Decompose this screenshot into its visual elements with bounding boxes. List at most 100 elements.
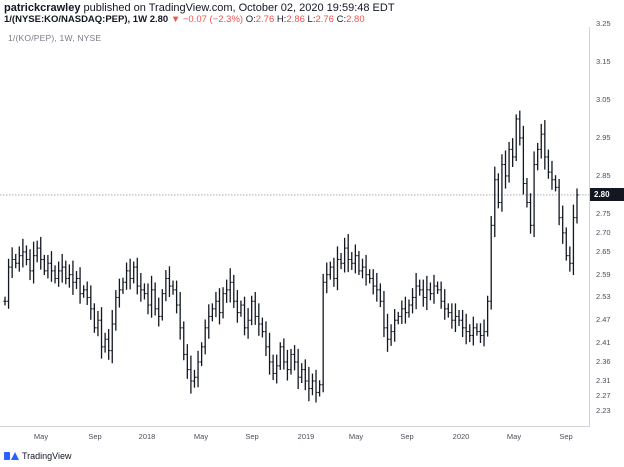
ohlc-bar <box>528 193 533 234</box>
series-legend: 1/(KO/PEP), 1W, NYSE <box>8 33 102 43</box>
price-axis[interactable] <box>589 27 624 427</box>
ohlc-bar <box>318 380 322 397</box>
y-tick-label: 2.47 <box>596 315 611 325</box>
close-value: 2.80 <box>346 14 365 25</box>
ohlc-bar <box>568 246 572 272</box>
ohlc-bar <box>403 296 407 324</box>
ohlc-bar <box>553 175 558 192</box>
ohlc-bar <box>149 275 154 318</box>
ohlc-bar <box>346 234 350 273</box>
ohlc-bar <box>561 205 565 244</box>
ohlc-bar <box>432 274 436 304</box>
ohlc-bar <box>121 277 125 294</box>
ohlc-bar <box>300 363 304 384</box>
ohlc-bar <box>550 160 554 190</box>
ohlc-bar <box>478 323 483 343</box>
ohlc-bar <box>464 313 468 345</box>
ohlc-bar <box>257 303 261 336</box>
ohlc-bar <box>96 310 100 337</box>
ohlc-bar <box>175 280 179 314</box>
ohlc-bar <box>189 355 193 394</box>
brand-name[interactable]: TradingView <box>22 451 72 461</box>
ohlc-bar <box>278 342 282 370</box>
ohlc-bar <box>35 240 39 263</box>
author-name[interactable]: patrickcrawley <box>4 2 81 14</box>
ohlc-bar <box>182 321 186 361</box>
y-tick-label: 2.85 <box>596 170 611 180</box>
ohlc-bar <box>192 369 197 388</box>
ohlc-bar <box>221 287 225 319</box>
quote-line: 1/(NYSE:KO/NASDAQ:PEP), 1W 2.80 ▼ −0.07 … <box>4 14 365 26</box>
ohlc-bar <box>275 354 279 384</box>
ohlc-bar <box>64 260 68 285</box>
ohlc-bar <box>371 269 375 295</box>
x-tick-label: 2019 <box>297 432 315 441</box>
ohlc-bar <box>57 261 61 287</box>
ohlc-bar <box>496 173 500 209</box>
y-tick-label: 2.59 <box>596 269 611 279</box>
ohlc-bar <box>503 150 508 189</box>
ohlc-bar <box>146 283 150 315</box>
ohlc-bar <box>210 303 214 322</box>
ohlc-bar <box>536 142 540 171</box>
ohlc-bar <box>507 141 511 183</box>
ohlc-bar <box>78 267 82 304</box>
ohlc-bar <box>493 166 497 238</box>
ohlc-bar <box>164 270 168 302</box>
ohlc-bar <box>296 348 300 389</box>
ohlc-bar <box>428 282 433 301</box>
ohlc-bar <box>410 288 415 314</box>
symbol-label[interactable]: 1/(NYSE:KO/NASDAQ:PEP), 1W <box>4 14 148 25</box>
tradingview-logo-icon[interactable] <box>3 450 19 462</box>
x-tick-label: Sep <box>245 432 259 441</box>
ohlc-bar <box>3 296 7 306</box>
ohlc-bar <box>564 227 568 261</box>
ohlc-bar <box>292 345 297 371</box>
ohlc-bar <box>117 278 121 308</box>
x-tick-label: May <box>193 432 209 441</box>
ohlc-bar <box>239 300 243 317</box>
ohlc-bar <box>500 154 504 212</box>
ohlc-bar <box>214 291 218 318</box>
y-tick-label: 2.70 <box>596 227 611 237</box>
ohlc-bar <box>303 359 307 391</box>
ohlc-bar <box>385 313 390 352</box>
ohlc-bar <box>89 285 93 320</box>
ohlc-bar <box>325 262 329 294</box>
ohlc-bar <box>543 120 547 170</box>
ohlc-bar <box>400 300 404 324</box>
ohlc-bar <box>267 332 272 375</box>
ohlc-bar <box>200 342 204 367</box>
ohlc-bar <box>471 316 475 346</box>
ohlc-bar <box>14 253 18 269</box>
x-tick-label: Sep <box>559 432 573 441</box>
ohlc-bar <box>443 289 447 320</box>
open-value: 2.76 <box>255 14 275 25</box>
low-value: 2.76 <box>315 14 334 25</box>
x-tick-label: 2018 <box>138 432 156 441</box>
chart-pane[interactable] <box>0 27 589 427</box>
ohlc-bar <box>242 296 247 336</box>
ohlc-bar <box>67 264 71 288</box>
ohlc-bar <box>521 125 525 195</box>
y-tick-label: 3.25 <box>596 19 611 29</box>
ohlc-bar <box>407 299 411 318</box>
ohlc-bar <box>103 332 107 353</box>
ohlc-bar <box>285 349 290 381</box>
ohlc-bar <box>546 149 550 179</box>
ohlc-bar <box>42 254 46 275</box>
ohlc-bar <box>421 279 425 307</box>
ohlc-bar <box>235 290 239 323</box>
y-tick-label: 3.05 <box>596 94 611 104</box>
ohlc-bar <box>461 309 465 338</box>
x-tick-label: 2020 <box>452 432 470 441</box>
y-tick-label: 3.15 <box>596 57 611 66</box>
ohlc-bar <box>24 245 29 266</box>
ohlc-bar <box>511 138 515 168</box>
ohlc-bar <box>178 291 182 340</box>
ohlc-bar <box>114 290 118 331</box>
x-tick-label: May <box>506 432 522 441</box>
ohlc-bar <box>339 253 343 270</box>
ohlc-bar <box>39 236 43 270</box>
